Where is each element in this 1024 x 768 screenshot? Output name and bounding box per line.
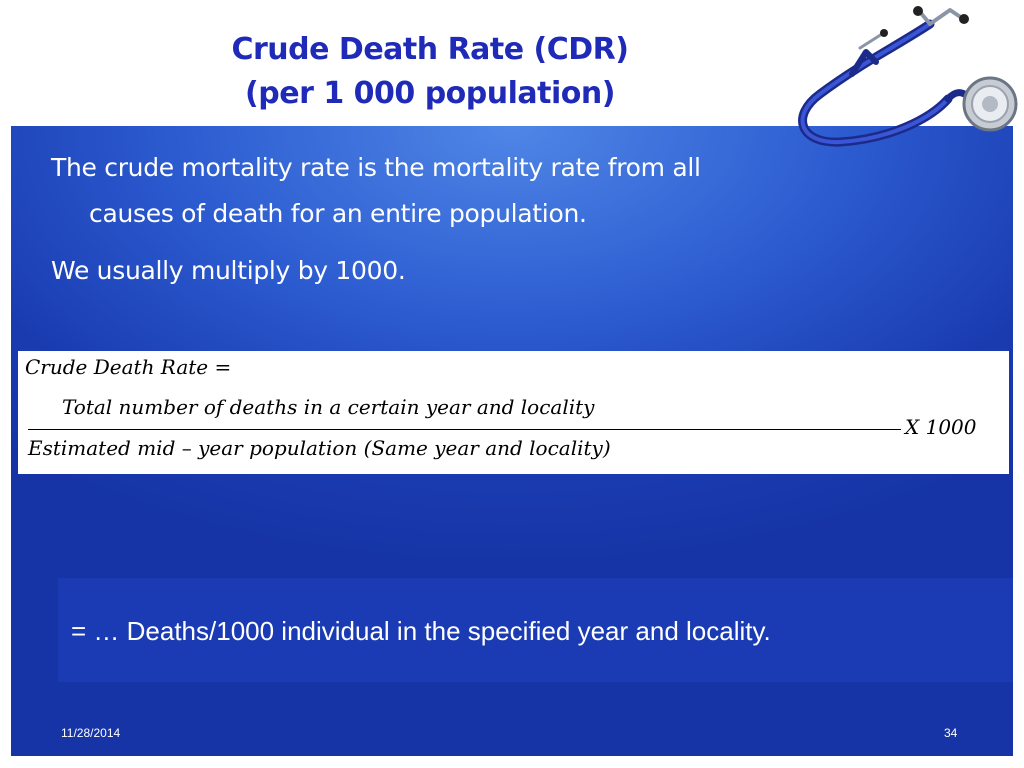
bullet-definition: The crude mortality rate is the mortalit… <box>51 145 951 237</box>
stethoscope-icon <box>798 6 1018 147</box>
bullet-multiply: We usually multiply by 1000. <box>51 256 406 285</box>
formula-lhs: Crude Death Rate = <box>25 355 232 379</box>
formula-multiplier: X 1000 <box>905 415 977 439</box>
result-text: = … Deaths/1000 individual in the specif… <box>71 616 771 646</box>
footer-page-number: 34 <box>944 726 958 740</box>
formula-denominator: Estimated mid – year population (Same ye… <box>28 436 611 460</box>
title-line-2: (per 1 000 population) <box>245 76 615 111</box>
fraction-bar <box>28 429 901 430</box>
formula-box: Crude Death Rate = Total number of death… <box>18 351 1009 474</box>
slide-title: Crude Death Rate (CDR) (per 1 000 popula… <box>100 28 760 116</box>
title-area: Crude Death Rate (CDR) (per 1 000 popula… <box>0 0 1024 126</box>
footer-date: 11/28/2014 <box>61 726 121 740</box>
bullet-definition-line-2: causes of death for an entire population… <box>89 199 587 228</box>
title-line-1: Crude Death Rate (CDR) <box>231 32 630 67</box>
formula-numerator: Total number of deaths in a certain year… <box>62 395 595 419</box>
result-box <box>58 578 1013 682</box>
bullet-definition-line-1: The crude mortality rate is the mortalit… <box>51 153 701 182</box>
